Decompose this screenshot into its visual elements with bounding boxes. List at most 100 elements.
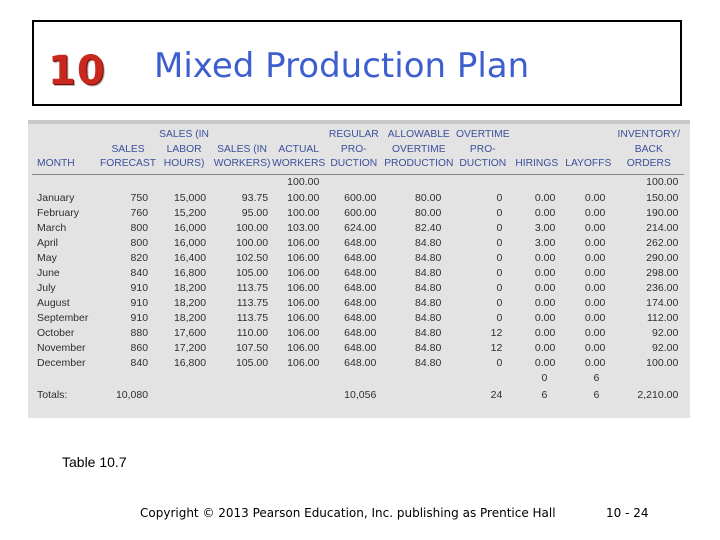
month-cell: December bbox=[37, 356, 86, 369]
cell-empty bbox=[272, 371, 325, 386]
value-cell: 0.00 bbox=[584, 356, 606, 369]
page-number: 10 - 24 bbox=[606, 506, 649, 520]
value-cell: 648.00 bbox=[344, 296, 377, 309]
column-header: MONTH bbox=[32, 128, 100, 175]
value-cell: 103.00 bbox=[287, 221, 320, 234]
value-cell: 95.00 bbox=[241, 206, 269, 219]
column-header-line: SALES (IN bbox=[159, 129, 209, 140]
value-cell: 648.00 bbox=[344, 356, 377, 369]
value-cell: 262.00 bbox=[646, 236, 679, 249]
value-cell: 100.00 bbox=[287, 206, 320, 219]
column-header: SALES (IN WORKERS) bbox=[212, 128, 273, 175]
end-hirings-cell: 0 bbox=[541, 371, 548, 384]
value-cell: 0.00 bbox=[534, 341, 556, 354]
value-cell: 93.75 bbox=[241, 191, 269, 204]
month-cell: February bbox=[37, 206, 80, 219]
value-cell: 15,200 bbox=[173, 206, 207, 219]
month-cell: May bbox=[37, 251, 57, 264]
value-cell: 100.00 bbox=[235, 236, 269, 249]
cell-empty bbox=[212, 174, 272, 191]
value-cell: 648.00 bbox=[344, 236, 377, 249]
cell-empty bbox=[382, 386, 455, 406]
value-cell: 0.00 bbox=[584, 206, 606, 219]
value-cell: 12 bbox=[490, 341, 503, 354]
value-cell: 113.75 bbox=[236, 311, 269, 324]
value-cell: 0 bbox=[496, 221, 503, 234]
column-header: HIRINGS bbox=[510, 128, 564, 175]
value-cell: 100.00 bbox=[287, 191, 320, 204]
value-cell: 0.00 bbox=[584, 266, 606, 279]
value-cell: 0.00 bbox=[584, 341, 606, 354]
column-header-line: SALES bbox=[111, 143, 145, 155]
value-cell: 0.00 bbox=[584, 191, 606, 204]
value-cell: 236.00 bbox=[646, 281, 679, 294]
value-cell: 80.00 bbox=[415, 191, 442, 204]
value-cell: 18,200 bbox=[173, 281, 207, 294]
value-cell: 102.50 bbox=[235, 251, 269, 264]
value-cell: 214.00 bbox=[646, 221, 679, 234]
value-cell: 18,200 bbox=[173, 311, 207, 324]
value-cell: 15,000 bbox=[173, 191, 207, 204]
column-header-line: BACK bbox=[634, 143, 663, 155]
column-header-line: PRO- bbox=[469, 143, 496, 155]
panel-top-rule bbox=[28, 120, 690, 124]
cell-empty bbox=[32, 174, 100, 191]
totals-label: Totals: bbox=[37, 389, 68, 402]
initial-inventory-cell: 100.00 bbox=[613, 173, 685, 191]
value-cell: 0.00 bbox=[534, 251, 556, 264]
value-cell: 106.00 bbox=[287, 326, 320, 339]
value-cell: 840 bbox=[130, 266, 149, 279]
value-cell: 174.00 bbox=[646, 296, 679, 309]
value-cell: 600.00 bbox=[344, 191, 377, 204]
value-cell: 84.80 bbox=[415, 341, 442, 354]
cell-empty bbox=[382, 371, 455, 386]
value-cell: 84.80 bbox=[415, 356, 442, 369]
cell-empty bbox=[212, 371, 272, 386]
column-header-line: MONTH bbox=[37, 158, 75, 170]
cell-empty bbox=[156, 174, 212, 191]
initial-workers-cell: 100.00 bbox=[272, 173, 326, 191]
value-cell: 0.00 bbox=[534, 266, 556, 279]
value-cell: 0.00 bbox=[584, 236, 606, 249]
table-row: July 910 18,200 113.75 106.00 648.00 84.80 0 0.0… bbox=[32, 281, 684, 296]
value-cell: 0.00 bbox=[584, 281, 606, 294]
column-header-line: REGULAR bbox=[328, 129, 379, 140]
value-cell: 92.00 bbox=[652, 326, 679, 339]
value-cell: 106.00 bbox=[287, 356, 320, 369]
value-cell: 0.00 bbox=[534, 311, 556, 324]
value-cell: 0.00 bbox=[584, 311, 606, 324]
title-box: 10 Mixed Production Plan bbox=[32, 20, 682, 106]
cell-empty bbox=[382, 173, 456, 191]
value-cell: 16,000 bbox=[173, 221, 207, 234]
column-header-line: ALLOWABLE bbox=[387, 129, 450, 140]
value-cell: 0 bbox=[496, 236, 503, 249]
value-cell: 0 bbox=[496, 281, 503, 294]
month-cell: June bbox=[37, 266, 60, 279]
column-header: ALLOWABLE OVERTIME PRODUCTION bbox=[382, 128, 456, 175]
value-cell: 16,000 bbox=[173, 236, 207, 249]
value-cell: 105.00 bbox=[235, 266, 269, 279]
value-cell: 648.00 bbox=[344, 266, 377, 279]
table-caption: Table 10.7 bbox=[62, 454, 127, 470]
value-cell: 0.00 bbox=[584, 221, 606, 234]
value-cell: 880 bbox=[130, 326, 149, 339]
value-cell: 0.00 bbox=[584, 296, 606, 309]
value-cell: 910 bbox=[130, 296, 149, 309]
month-cell: July bbox=[37, 281, 56, 294]
value-cell: 84.80 bbox=[415, 266, 442, 279]
value-cell: 624.00 bbox=[344, 221, 377, 234]
value-cell: 0 bbox=[496, 266, 503, 279]
cell-empty bbox=[563, 173, 614, 191]
value-cell: 910 bbox=[130, 281, 149, 294]
cell-empty bbox=[613, 371, 684, 386]
column-header-line: LABOR bbox=[166, 143, 202, 155]
month-cell: August bbox=[37, 296, 70, 309]
table-row: June 840 16,800 105.00 106.00 648.00 84.80 0 0.0… bbox=[32, 266, 684, 281]
value-cell: 648.00 bbox=[344, 281, 377, 294]
value-cell: 100.00 bbox=[235, 221, 269, 234]
value-cell: 840 bbox=[130, 356, 149, 369]
copyright-notice: Copyright © 2013 Pearson Education, Inc.… bbox=[140, 506, 556, 520]
value-cell: 84.80 bbox=[415, 251, 442, 264]
slide-title: Mixed Production Plan bbox=[154, 46, 530, 86]
column-header-line: DUCTION bbox=[459, 158, 507, 170]
